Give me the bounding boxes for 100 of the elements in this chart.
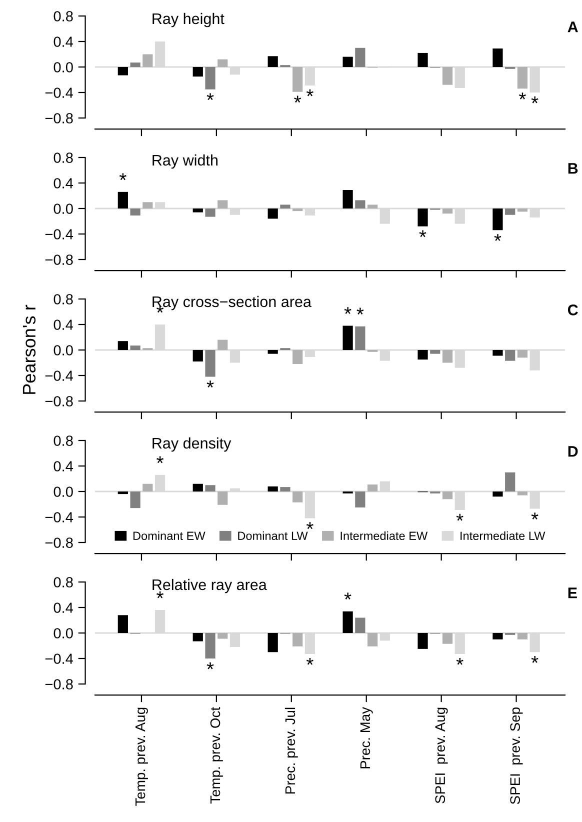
- bar: [205, 350, 216, 377]
- data-label: *: [206, 662, 214, 670]
- data-label: *: [206, 380, 214, 388]
- bar: [355, 618, 366, 633]
- text: D: [568, 446, 578, 457]
- bar: [442, 67, 453, 85]
- bar: [355, 48, 366, 67]
- y-tick-label: −0.4: [45, 229, 74, 240]
- y-tick-label: 0.8: [54, 11, 73, 22]
- bar: [517, 492, 528, 496]
- bar: [492, 48, 503, 67]
- y-axis-title: Pearson's r: [22, 304, 36, 394]
- bar: [130, 346, 140, 350]
- y-tick-label: 0.0: [54, 628, 73, 638]
- bar: [367, 633, 378, 646]
- bar: [292, 208, 303, 212]
- bar: [192, 350, 203, 362]
- bar: [218, 633, 228, 639]
- x-tick-label: Prec. prev. Jul: [284, 708, 298, 794]
- x-tick-label: Temp. prev. Aug: [136, 708, 148, 806]
- data-label: *: [356, 308, 364, 315]
- y-tick-label: 0.8: [54, 436, 73, 446]
- bar: [205, 67, 216, 90]
- bar: [130, 208, 140, 216]
- bar: [418, 350, 428, 360]
- y-tick-label: −0.4: [45, 88, 74, 98]
- bar: [505, 208, 516, 215]
- bar: [268, 350, 278, 354]
- bar: [268, 486, 278, 492]
- bar: [268, 56, 278, 67]
- bar: [118, 341, 128, 350]
- data-label: *: [494, 234, 502, 241]
- bar: [218, 200, 228, 208]
- data-label: *: [456, 658, 464, 665]
- y-tick-label: −0.8: [45, 538, 73, 548]
- bar: [142, 202, 153, 208]
- bar: [292, 492, 303, 502]
- chart-title: Ray height: [152, 12, 224, 28]
- y-tick-label: −0.8: [45, 113, 73, 124]
- data-label: *: [206, 93, 214, 100]
- bar: [442, 633, 453, 644]
- data-label: *: [419, 230, 426, 238]
- bar: [192, 484, 203, 492]
- bar: [292, 67, 303, 92]
- bar: [192, 208, 203, 212]
- bar: [418, 208, 428, 226]
- bar: [118, 492, 128, 494]
- bar: [492, 633, 503, 640]
- bar: [418, 633, 428, 649]
- bar: [342, 611, 353, 633]
- bar: [492, 350, 503, 356]
- bar: [517, 350, 528, 358]
- bar: [367, 204, 378, 208]
- y-tick-label: 0.4: [54, 461, 74, 472]
- data-label: *: [156, 591, 164, 598]
- bar: [342, 190, 353, 208]
- bar: [205, 485, 216, 492]
- x-tick-label: SPEI prev. Aug: [435, 708, 448, 804]
- data-label: *: [306, 89, 314, 96]
- bar: [342, 56, 353, 67]
- data-label: *: [119, 173, 126, 180]
- y-tick-label: −0.4: [45, 370, 74, 381]
- y-tick-label: 0.0: [54, 204, 73, 214]
- y-tick-label: 0.4: [54, 36, 74, 47]
- data-label: *: [531, 656, 538, 663]
- chart-title: Ray width: [152, 154, 218, 169]
- data-label: *: [518, 92, 526, 100]
- x-tick-label: Temp. prev. Oct: [210, 707, 223, 804]
- bar: [442, 492, 453, 500]
- y-tick-label: −0.8: [45, 254, 73, 265]
- bar: [192, 633, 203, 642]
- x-tick-label: SPEI prev. Sep: [510, 707, 523, 804]
- y-tick-label: 0.0: [54, 345, 73, 356]
- text: B: [568, 163, 578, 174]
- bar: [517, 67, 528, 89]
- bar: [442, 208, 453, 214]
- data-label: *: [344, 307, 352, 314]
- bar: [130, 62, 140, 67]
- y-tick-label: 0.0: [54, 62, 73, 72]
- y-tick-label: 0.0: [54, 486, 73, 497]
- bar: [292, 633, 303, 646]
- bar: [342, 326, 353, 350]
- bar: [268, 633, 278, 652]
- text: C: [568, 304, 578, 316]
- bar: [430, 350, 440, 354]
- bar: [118, 615, 128, 633]
- data-label: *: [344, 592, 352, 600]
- bar: [367, 484, 378, 492]
- y-tick-label: −0.4: [45, 654, 74, 664]
- data-label: *: [306, 522, 314, 530]
- y-tick-label: 0.4: [54, 320, 74, 330]
- bar: [118, 67, 128, 76]
- legend-label: Intermediate LW: [460, 531, 546, 540]
- data-label: *: [294, 96, 302, 103]
- bar: [268, 208, 278, 219]
- bar: [280, 487, 290, 492]
- bar: [505, 350, 516, 361]
- bar: [142, 54, 153, 67]
- bar: [492, 492, 503, 497]
- legend-label: Dominant EW: [133, 531, 206, 540]
